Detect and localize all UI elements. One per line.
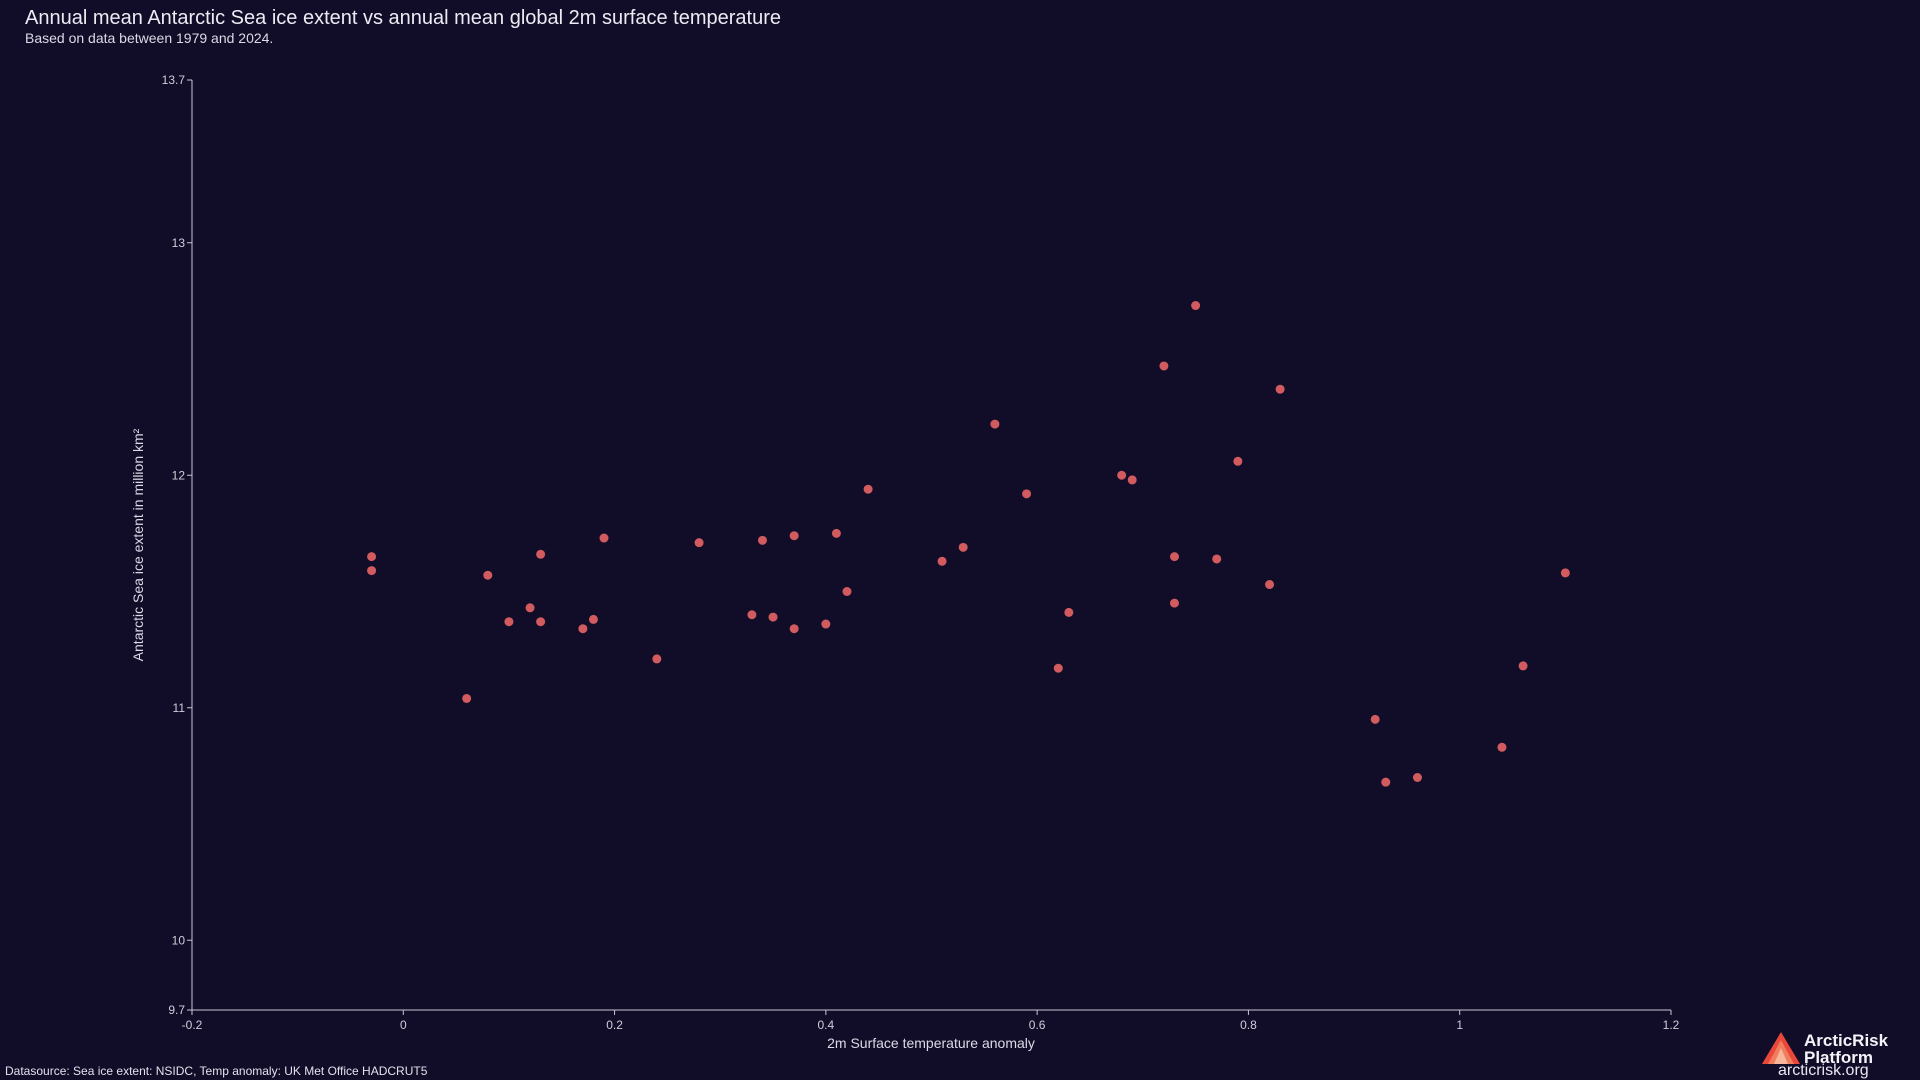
data-point xyxy=(937,556,947,566)
axes: -0.2 0 0.2 0.4 0.6 0.8 1 1.2 9.7 10 11 12 13 13.7 xyxy=(162,73,1680,1032)
data-point xyxy=(1412,773,1422,782)
data-point xyxy=(525,603,535,613)
datasource-note: Datasource: Sea ice extent: NSIDC, Temp … xyxy=(5,1064,428,1078)
data-point xyxy=(1265,580,1275,590)
data-points xyxy=(367,301,1570,787)
x-tick-label: 0.2 xyxy=(606,1018,623,1032)
arcticrisk-triangle-logo-icon xyxy=(1762,1032,1800,1064)
x-axis-label: 2m Surface temperature anomaly xyxy=(827,1035,1035,1051)
data-point xyxy=(1275,384,1285,394)
data-point xyxy=(747,610,757,620)
data-point xyxy=(536,617,546,627)
y-axis-label: Antarctic Sea ice extent in million km² xyxy=(130,428,146,661)
brand-url-link[interactable]: arcticrisk.org xyxy=(1778,1062,1869,1079)
data-point xyxy=(831,528,841,538)
data-point xyxy=(789,624,799,634)
data-point xyxy=(1212,554,1222,564)
data-point xyxy=(1518,661,1528,671)
data-point xyxy=(757,535,767,545)
data-point xyxy=(483,570,493,580)
y-tick-label: 11 xyxy=(173,701,186,715)
data-point xyxy=(367,566,377,576)
brand-name-line1: ArcticRisk xyxy=(1804,1031,1889,1050)
x-tick-label: -0.2 xyxy=(182,1018,203,1032)
y-tick-label: 9.7 xyxy=(168,1003,185,1017)
data-point xyxy=(462,693,472,703)
x-tick-label: 0.6 xyxy=(1029,1018,1046,1032)
data-point xyxy=(1191,301,1201,311)
x-tick-label: 1.2 xyxy=(1663,1018,1680,1032)
data-point xyxy=(578,624,588,634)
x-tick-label: 1 xyxy=(1456,1018,1463,1032)
brand-name-line2: Platform xyxy=(1804,1048,1873,1067)
data-point xyxy=(1053,663,1063,673)
y-tick-label: 12 xyxy=(172,468,186,482)
data-point xyxy=(1370,714,1380,724)
data-point xyxy=(1127,475,1137,485)
data-point xyxy=(652,654,662,664)
data-point xyxy=(1169,598,1179,608)
data-point xyxy=(504,617,514,627)
data-point xyxy=(789,531,799,541)
x-tick-label: 0.4 xyxy=(818,1018,835,1032)
data-point xyxy=(1233,456,1243,466)
brand-block[interactable]: ArcticRisk Platform arcticrisk.org xyxy=(1762,1022,1902,1079)
brand-name: ArcticRisk Platform xyxy=(1804,1032,1888,1066)
data-point xyxy=(1560,568,1570,578)
data-point xyxy=(863,484,873,494)
data-point xyxy=(1064,607,1074,617)
chart-subtitle: Based on data between 1979 and 2024. xyxy=(25,30,274,46)
x-tick-label: 0.8 xyxy=(1240,1018,1257,1032)
x-tick-label: 0 xyxy=(400,1018,407,1032)
data-point xyxy=(588,614,598,624)
chart-title: Annual mean Antarctic Sea ice extent vs … xyxy=(25,7,781,29)
data-point xyxy=(367,552,377,562)
data-point xyxy=(768,612,778,622)
y-tick-label: 10 xyxy=(172,933,186,947)
data-point xyxy=(1117,470,1127,480)
data-point xyxy=(694,538,704,548)
y-tick-label: 13 xyxy=(172,236,186,250)
data-point xyxy=(1169,552,1179,562)
data-point xyxy=(990,419,1000,429)
data-point xyxy=(821,619,831,629)
data-point xyxy=(1022,489,1032,499)
y-tick-label: 13.7 xyxy=(162,73,186,87)
data-point xyxy=(958,542,968,552)
data-point xyxy=(599,533,609,543)
data-point xyxy=(842,587,852,596)
data-point xyxy=(1497,742,1507,752)
data-point xyxy=(1381,777,1391,787)
data-point xyxy=(536,549,546,559)
data-point xyxy=(1159,361,1169,371)
